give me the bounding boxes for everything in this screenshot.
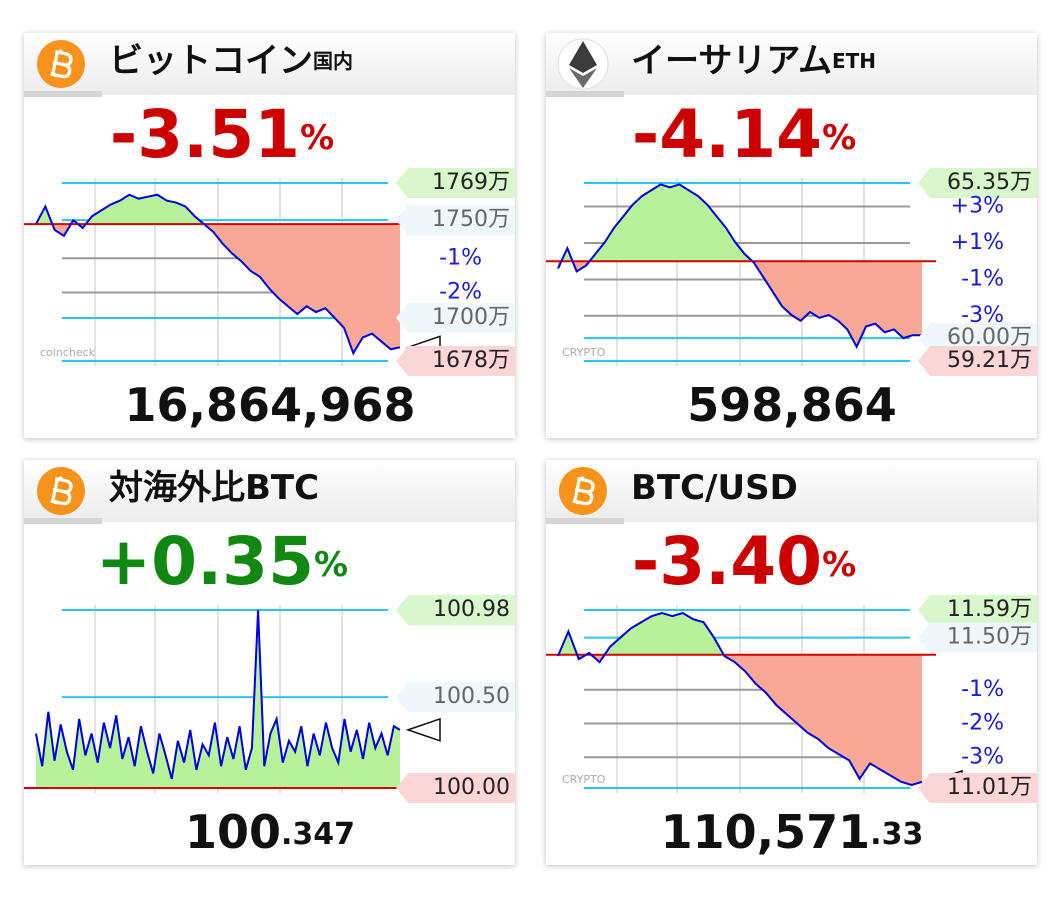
price: 100.347 (185, 805, 355, 859)
level-label: 100.50 (433, 684, 510, 709)
level-label: 100.00 (433, 775, 510, 800)
change-value: -3.51 (110, 96, 300, 173)
level-label: -1% (961, 267, 1004, 292)
title-sub: ETH (832, 49, 876, 73)
price-main: 16,864,968 (124, 378, 415, 432)
area-down (558, 654, 922, 785)
label-tag (396, 302, 515, 333)
change-unit: % (822, 118, 856, 158)
title: イーサリアムETH (631, 41, 876, 81)
price-line (35, 609, 401, 780)
area-up (36, 194, 400, 225)
level-label: 59.21万 (947, 348, 1032, 373)
price: 110,571.33 (661, 805, 924, 859)
area-down (558, 261, 922, 347)
header-tab (546, 91, 624, 97)
watermark: CRYPTO (562, 773, 606, 786)
price: 16,864,968 (124, 378, 415, 432)
level-label: +1% (951, 230, 1004, 255)
level-label: +3% (951, 193, 1004, 218)
level-label: 1678万 (432, 348, 510, 373)
change-unit: % (822, 545, 856, 585)
price-line (557, 183, 922, 350)
title-sub: 国内 (313, 49, 353, 73)
label-tag (918, 168, 1037, 198)
change-value: -4.14 (632, 96, 822, 173)
price-main: 598,864 (687, 378, 897, 432)
change-value: +0.35 (96, 523, 314, 600)
level-label: -3% (961, 744, 1004, 769)
change: -3.51% (110, 96, 334, 173)
panel: イーサリアムETH-4.14%CRYPTO65.35万+3%+1%-1%-3%6… (546, 33, 1037, 438)
title: ビットコイン国内 (109, 41, 353, 81)
panel: 対海外比BTC+0.35%coincheck100.98100.50100.00… (24, 460, 515, 865)
price-main: 110,571 (661, 805, 871, 859)
price-decimal: .33 (870, 817, 923, 852)
label-tag (918, 323, 1037, 354)
title-main: BTC/USD (631, 468, 798, 508)
label-tag (918, 595, 1037, 625)
title-main: 対海外比BTC (109, 468, 319, 508)
panel: BTC/USD -3.40% CRYPTO 11.59万 11.50万 -1% -2% -3%… (546, 460, 1037, 865)
change-value: -3.40 (632, 523, 822, 600)
change: -4.14% (632, 96, 856, 173)
level-label: -2% (961, 711, 1004, 736)
title: BTC/USD (631, 468, 798, 508)
change-unit: % (314, 545, 348, 585)
label-tag (396, 682, 515, 713)
label-tag (918, 346, 1037, 376)
level-label: -1% (439, 245, 482, 270)
panel: ビットコイン国内-3.51%coincheck1769万1750万-1%-2%1… (24, 33, 515, 438)
label-tag (396, 773, 515, 803)
header-tab (24, 518, 102, 524)
btc-glyph (50, 476, 73, 506)
title: 対海外比BTC (109, 468, 319, 508)
price-line (557, 611, 923, 786)
level-label: 11.59万 (947, 597, 1032, 622)
level-label: 100.98 (433, 597, 510, 622)
btc-glyph (50, 49, 73, 79)
change: -3.40% (632, 523, 856, 600)
level-label: 65.35万 (947, 170, 1032, 195)
header-bg (546, 33, 1037, 95)
watermark: coincheck (40, 346, 96, 359)
change-unit: % (300, 118, 334, 158)
watermark: CRYPTO (562, 346, 606, 359)
level-label: -1% (961, 677, 1004, 702)
change: +0.35% (96, 523, 348, 600)
btc-glyph (572, 476, 595, 506)
current-pointer (405, 717, 441, 742)
price-decimal: .347 (281, 817, 355, 852)
label-tag (918, 622, 1037, 653)
header-bg (24, 460, 515, 522)
label-tag (396, 346, 515, 376)
header-tab (24, 91, 102, 97)
eth-bottom (569, 68, 597, 88)
price: 598,864 (687, 378, 897, 432)
level-label: 1750万 (432, 207, 510, 232)
title-main: イーサリアム (631, 41, 832, 81)
header-tab (546, 518, 624, 524)
label-tag (396, 595, 515, 625)
label-tag (396, 205, 515, 236)
level-label: 11.50万 (947, 625, 1032, 650)
label-tag (918, 773, 1037, 803)
label-tag (396, 168, 515, 198)
area-up (558, 613, 922, 655)
level-label: 60.00万 (947, 325, 1032, 350)
level-label: 1700万 (432, 305, 510, 330)
price-main: 100 (185, 805, 281, 859)
level-label: 1769万 (432, 170, 510, 195)
level-label: 11.01万 (947, 775, 1032, 800)
title-main: ビットコイン (109, 41, 313, 81)
area-down (36, 224, 400, 354)
price-line (35, 193, 401, 356)
level-label: -2% (439, 280, 482, 305)
header-bg (24, 33, 515, 95)
area-up (558, 184, 922, 262)
header-bg (546, 460, 1037, 522)
eth-top (569, 41, 597, 73)
